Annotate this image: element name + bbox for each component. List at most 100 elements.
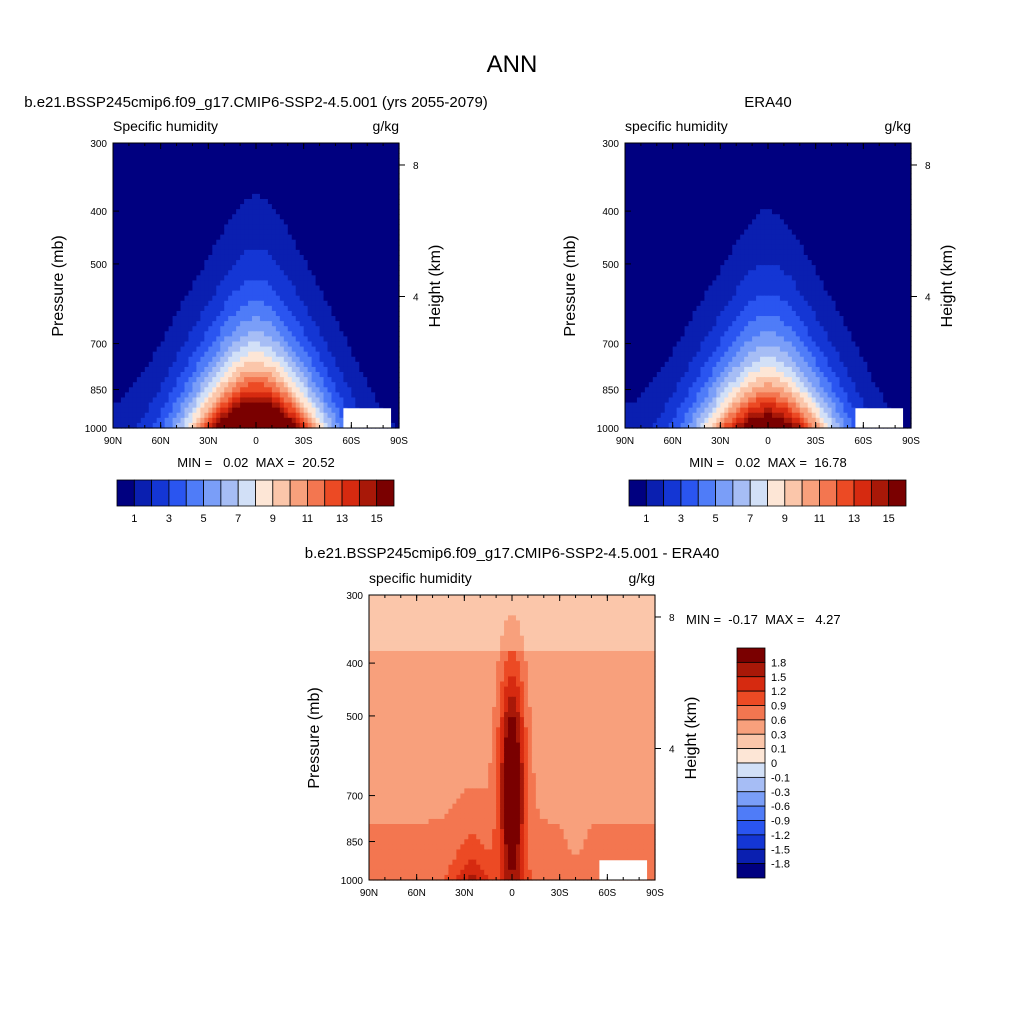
contour-cell <box>244 249 249 256</box>
contour-cell <box>371 178 376 185</box>
contour-cell <box>299 397 305 404</box>
contour-cell <box>275 321 281 327</box>
contour-cell <box>383 351 388 358</box>
contour-cell <box>168 224 174 231</box>
contour-cell <box>228 254 233 261</box>
contour-cell <box>899 173 904 180</box>
contour-cell <box>375 239 380 246</box>
contour-cell <box>196 219 201 226</box>
contour-cell <box>343 275 348 282</box>
contour-cell <box>335 397 341 404</box>
contour-cell <box>263 402 269 409</box>
contour-cell <box>299 372 305 378</box>
contour-cell <box>768 163 773 170</box>
contour-cell <box>351 204 356 210</box>
contour-cell <box>228 326 233 332</box>
contour-cell <box>263 300 269 307</box>
contour-cell <box>248 366 253 373</box>
contour-cell <box>907 158 912 164</box>
panel-model-title: b.e21.BSSP245cmip6.f09_g17.CMIP6-SSP2-4.… <box>24 94 488 111</box>
contour-cell <box>232 244 237 251</box>
contour-cell <box>136 229 142 236</box>
contour-cell <box>367 148 372 154</box>
contour-cell <box>383 372 388 378</box>
contour-cell <box>176 412 182 419</box>
contour-cell <box>144 326 150 332</box>
contour-cell <box>291 173 297 180</box>
contour-cell <box>180 163 186 170</box>
contour-cell <box>228 153 233 159</box>
contour-cell <box>295 407 301 414</box>
contour-cell <box>232 198 237 205</box>
contour-cell <box>771 183 777 190</box>
contour-cell <box>327 209 333 215</box>
contour-cell <box>120 382 126 388</box>
contour-cell <box>252 341 257 348</box>
contour-cell <box>271 407 277 414</box>
contour-cell <box>327 397 333 404</box>
contour-cell <box>256 402 261 409</box>
contour-cell <box>216 280 221 287</box>
contour-cell <box>263 382 269 388</box>
contour-cell <box>331 244 337 251</box>
contour-cell <box>291 331 297 337</box>
contour-cell <box>319 305 325 312</box>
contour-cell <box>259 356 265 363</box>
contour-cell <box>371 326 376 332</box>
contour-cell <box>160 234 166 241</box>
contour-cell <box>256 183 261 190</box>
contour-cell <box>323 178 329 185</box>
contour-cell <box>379 295 384 302</box>
contour-cell <box>843 173 849 180</box>
contour-cell <box>259 290 265 297</box>
contour-cell <box>644 198 650 205</box>
contour-cell <box>315 397 321 404</box>
contour-cell <box>744 173 749 180</box>
contour-cell <box>287 193 293 200</box>
contour-cell <box>291 397 297 404</box>
contour-cell <box>128 275 134 282</box>
contour-cell <box>263 168 269 175</box>
contour-cell <box>148 321 154 327</box>
contour-cell <box>648 143 654 149</box>
contour-cell <box>256 198 261 205</box>
contour-cell <box>303 295 309 302</box>
contour-cell <box>140 321 146 327</box>
contour-cell <box>375 305 380 312</box>
contour-cell <box>144 260 150 266</box>
contour-cell <box>383 260 388 266</box>
contour-cell <box>863 148 868 154</box>
contour-cell <box>172 285 178 292</box>
contour-cell <box>807 143 813 149</box>
contour-cell <box>367 168 372 175</box>
contour-cell <box>124 209 130 215</box>
contour-cell <box>736 148 741 154</box>
contour-cell <box>307 387 313 393</box>
contour-cell <box>899 158 904 164</box>
contour-cell <box>263 331 269 337</box>
contour-cell <box>224 270 229 276</box>
contour-cell <box>204 234 209 241</box>
contour-cell <box>160 417 166 424</box>
contour-cell <box>684 193 690 200</box>
contour-cell <box>208 143 213 149</box>
contour-cell <box>192 275 198 282</box>
contour-cell <box>343 163 348 170</box>
contour-cell <box>224 407 229 414</box>
contour-cell <box>124 300 130 307</box>
contour-cell <box>144 209 150 215</box>
contour-cell <box>248 407 253 414</box>
contour-cell <box>291 366 297 373</box>
contour-cell <box>855 173 860 180</box>
contour-cell <box>176 346 182 353</box>
contour-cell <box>188 300 194 307</box>
contour-cell <box>180 244 186 251</box>
contour-cell <box>640 168 646 175</box>
contour-cell <box>256 417 261 424</box>
contour-cell <box>839 193 845 200</box>
contour-cell <box>803 193 809 200</box>
contour-cell <box>367 326 372 332</box>
contour-cell <box>244 168 249 175</box>
contour-cell <box>343 265 348 271</box>
contour-cell <box>367 351 372 358</box>
